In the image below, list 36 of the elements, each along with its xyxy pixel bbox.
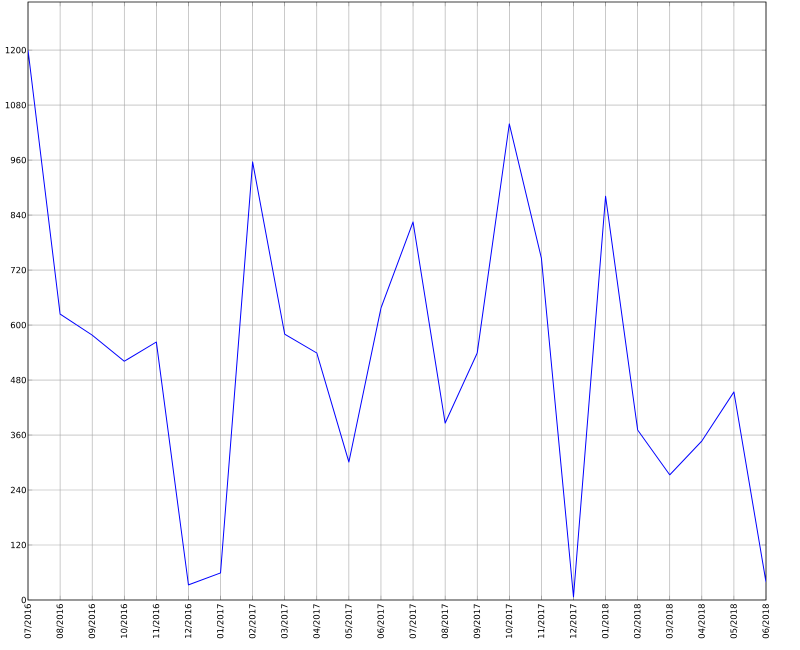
line-series [28, 50, 766, 598]
x-tick-label: 11/2016 [152, 604, 160, 638]
x-tick-label: 10/2016 [120, 604, 128, 638]
y-tick-label: 0 [22, 596, 26, 604]
x-tick-label: 12/2017 [570, 604, 578, 638]
y-tick-label: 240 [10, 486, 26, 494]
y-tick-label: 840 [10, 212, 26, 218]
x-tick-label: 01/2017 [216, 604, 224, 638]
x-tick-label: 11/2017 [538, 604, 545, 638]
x-tick-label: 07/2017 [410, 604, 417, 638]
x-tick-label: 07/2016 [24, 604, 32, 638]
y-tick-label: 720 [10, 266, 26, 274]
x-tick-label: 02/2018 [634, 604, 642, 638]
y-tick-label: 120 [11, 542, 26, 548]
x-tick-label: 05/2017 [345, 604, 352, 638]
y-tick-label: 600 [10, 322, 26, 328]
x-tick-label: 01/2018 [602, 604, 610, 638]
x-tick-label: 09/2016 [88, 604, 96, 638]
y-tick-label: 360 [10, 432, 26, 438]
y-tick-label: 1200 [6, 46, 26, 54]
x-tick-label: 09/2017 [474, 604, 481, 638]
y-tick-label: 480 [10, 376, 26, 384]
x-tick-label: 08/2016 [56, 604, 64, 638]
x-tick-label: 06/2017 [377, 604, 385, 638]
x-tick-label: 06/2018 [762, 604, 770, 638]
x-tick-label: 12/2016 [184, 604, 192, 638]
y-tick-label: 1080 [6, 102, 26, 108]
x-tick-label: 10/2017 [506, 604, 513, 638]
x-tick-label: 05/2018 [730, 604, 738, 638]
x-tick-label: 04/2017 [313, 604, 320, 638]
x-tick-label: 03/2018 [666, 604, 674, 638]
y-tick-label: 960 [10, 156, 26, 164]
x-tick-label: 03/2017 [281, 604, 288, 638]
x-tick-label: 02/2017 [249, 604, 256, 638]
x-tick-label: 04/2018 [698, 604, 706, 638]
x-tick-label: 08/2017 [442, 604, 449, 638]
